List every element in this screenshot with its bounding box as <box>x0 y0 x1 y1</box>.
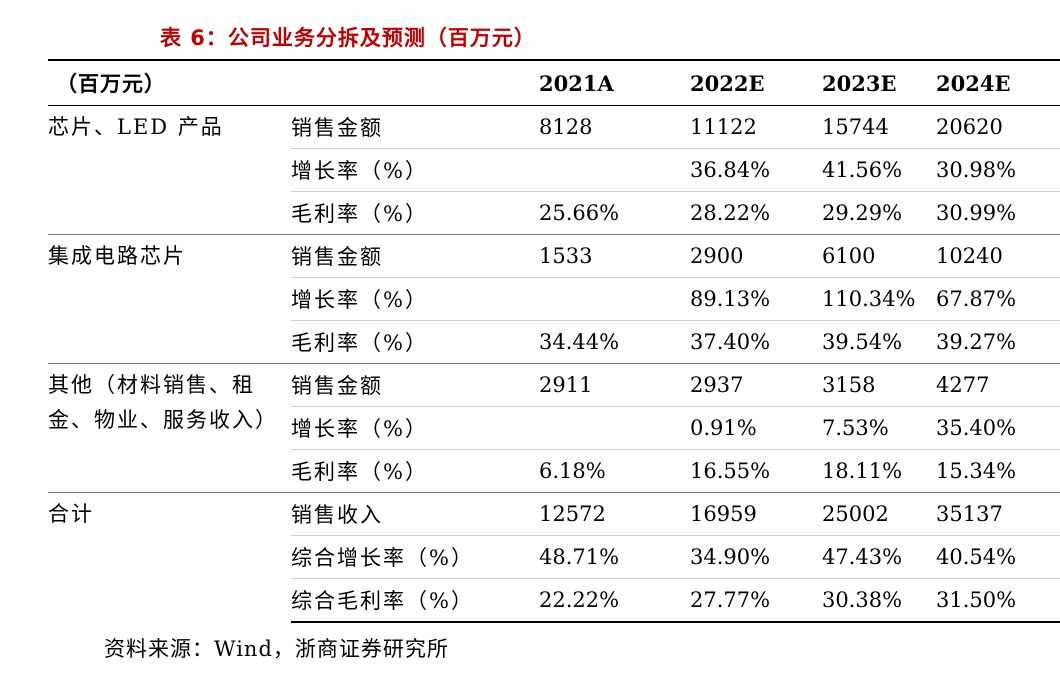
table-row: 其他（材料销售、租 金、物业、服务收入） 销售金额 2911 2937 3158 4277 <box>48 363 1060 493</box>
table-row: 毛利率（%） 6.18% 16.55% 18.11% 15.34% <box>48 449 1060 493</box>
value-cell: 7.53% <box>822 406 936 450</box>
value-cell: 8128 <box>539 115 593 139</box>
value-cell: 28.22% <box>690 191 822 235</box>
table-body: 芯片、LED 产品 销售金额 8128 11122 15744 20620 增长率（%） 36… <box>48 106 1060 623</box>
value-cell: 35.40% <box>936 406 1060 450</box>
value-cell: 40.54% <box>936 535 1060 579</box>
table-row: 增长率（%） 0.91% 7.53% 35.40% <box>48 406 1060 450</box>
metric-label: 综合增长率（%） <box>291 535 539 579</box>
value-cell <box>539 277 690 321</box>
table-row: 毛利率（%） 34.44% 37.40% 39.54% 39.27% <box>48 320 1060 364</box>
value-cell: 25002 <box>822 492 936 536</box>
metric-label: 销售金额 <box>291 234 539 278</box>
value-cell: 22.22% <box>539 578 690 623</box>
value-cell: 2900 <box>690 234 822 278</box>
segment-cell: 合计 <box>48 492 291 622</box>
value-cell: 110.34% <box>822 277 936 321</box>
year-header-2024e: 2024E <box>936 59 1060 106</box>
value-cell: 30.38% <box>822 578 936 623</box>
value-cell: 25.66% <box>539 191 690 235</box>
value-cell <box>539 406 690 450</box>
value-cell: 89.13% <box>690 277 822 321</box>
value-cell: 39.54% <box>822 320 936 364</box>
value-cell: 30.98% <box>936 148 1060 192</box>
unit-header: （百万元） <box>48 59 291 106</box>
year-header-2022e: 2022E <box>690 59 822 106</box>
value-cell: 2937 <box>690 363 822 407</box>
value-cell: 67.87% <box>936 277 1060 321</box>
metric-label: 增长率（%） <box>291 148 539 192</box>
source-note: 资料来源：Wind，浙商证券研究所 <box>104 637 449 661</box>
segment-cell: 芯片、LED 产品 <box>48 106 291 235</box>
value-cell: 31.50% <box>936 578 1060 623</box>
year-header-2021a: 2021A <box>539 59 690 106</box>
metric-label: 毛利率（%） <box>291 320 539 364</box>
segment-label: 集成电路芯片 <box>48 244 186 268</box>
value-cell: 29.29% <box>822 191 936 235</box>
value-cell: 1533 <box>539 234 690 278</box>
value-cell: 20620 <box>936 115 1003 139</box>
value-cell: 11122 <box>690 115 757 139</box>
value-cell: 10240 <box>936 234 1060 278</box>
value-cell: 15744 <box>822 115 889 139</box>
segment-cell: 集成电路芯片 <box>48 234 291 364</box>
table-row: 毛利率（%） 25.66% 28.22% 29.29% 30.99% <box>48 191 1060 235</box>
forecast-table-container: （百万元） 2021A 2022E 2023E 2024E 芯片、LED 产品销… <box>48 59 1060 623</box>
segment-label: 芯片、LED 产品 <box>48 115 224 139</box>
value-cell: 36.84% <box>690 148 822 192</box>
metric-label: 综合毛利率（%） <box>291 578 539 623</box>
value-cell: 35137 <box>936 492 1060 536</box>
value-cell: 6100 <box>822 234 936 278</box>
value-cell: 48.71% <box>539 535 690 579</box>
value-cell: 15.34% <box>936 449 1060 493</box>
table-row: 综合毛利率（%） 22.22% 27.77% 30.38% 31.50% <box>48 578 1060 623</box>
value-cell: 6.18% <box>539 449 690 493</box>
value-cell: 18.11% <box>822 449 936 493</box>
header-row: （百万元） 2021A 2022E 2023E 2024E <box>48 59 1060 106</box>
value-cell: 3158 <box>822 363 936 407</box>
metric-label: 增长率（%） <box>291 406 539 450</box>
metric-label: 销售金额 <box>291 363 539 407</box>
table-title: 表 6：公司业务分拆及预测（百万元） <box>160 26 536 50</box>
value-cell: 41.56% <box>822 148 936 192</box>
value-cell: 4277 <box>936 363 1060 407</box>
metric-label: 销售金额 <box>291 116 383 140</box>
value-cell: 37.40% <box>690 320 822 364</box>
metric-label: 销售收入 <box>291 492 539 536</box>
value-cell: 12572 <box>539 492 690 536</box>
value-cell: 30.99% <box>936 191 1060 235</box>
value-cell: 2911 <box>539 363 690 407</box>
table-row: 增长率（%） 36.84% 41.56% 30.98% <box>48 148 1060 192</box>
value-cell: 0.91% <box>690 406 822 450</box>
value-cell: 16.55% <box>690 449 822 493</box>
value-cell <box>539 148 690 192</box>
year-header-2023e: 2023E <box>822 59 936 106</box>
table-row: 增长率（%） 89.13% 110.34% 67.87% <box>48 277 1060 321</box>
segment-cell: 其他（材料销售、租 金、物业、服务收入） <box>48 363 291 493</box>
table-row: 芯片、LED 产品 销售金额 8128 11122 15744 20620 <box>48 106 1060 149</box>
segment-label: 金、物业、服务收入） <box>48 408 278 432</box>
value-cell: 16959 <box>690 492 822 536</box>
segment-label: 其他（材料销售、租 <box>48 373 255 397</box>
value-cell: 34.90% <box>690 535 822 579</box>
metric-label: 增长率（%） <box>291 277 539 321</box>
metric-label: 毛利率（%） <box>291 191 539 235</box>
segment-label: 合计 <box>48 502 94 526</box>
metric-header <box>291 59 539 106</box>
metric-label: 毛利率（%） <box>291 449 539 493</box>
value-cell: 39.27% <box>936 320 1060 364</box>
table-row: 集成电路芯片 销售金额 1533 2900 6100 10240 <box>48 234 1060 364</box>
business-forecast-table: （百万元） 2021A 2022E 2023E 2024E 芯片、LED 产品销… <box>48 59 1060 623</box>
value-cell: 34.44% <box>539 320 690 364</box>
table-row: 综合增长率（%） 48.71% 34.90% 47.43% 40.54% <box>48 535 1060 579</box>
value-cell: 47.43% <box>822 535 936 579</box>
table-row: 合计 销售收入 12572 16959 25002 35137 <box>48 492 1060 622</box>
value-cell: 27.77% <box>690 578 822 623</box>
